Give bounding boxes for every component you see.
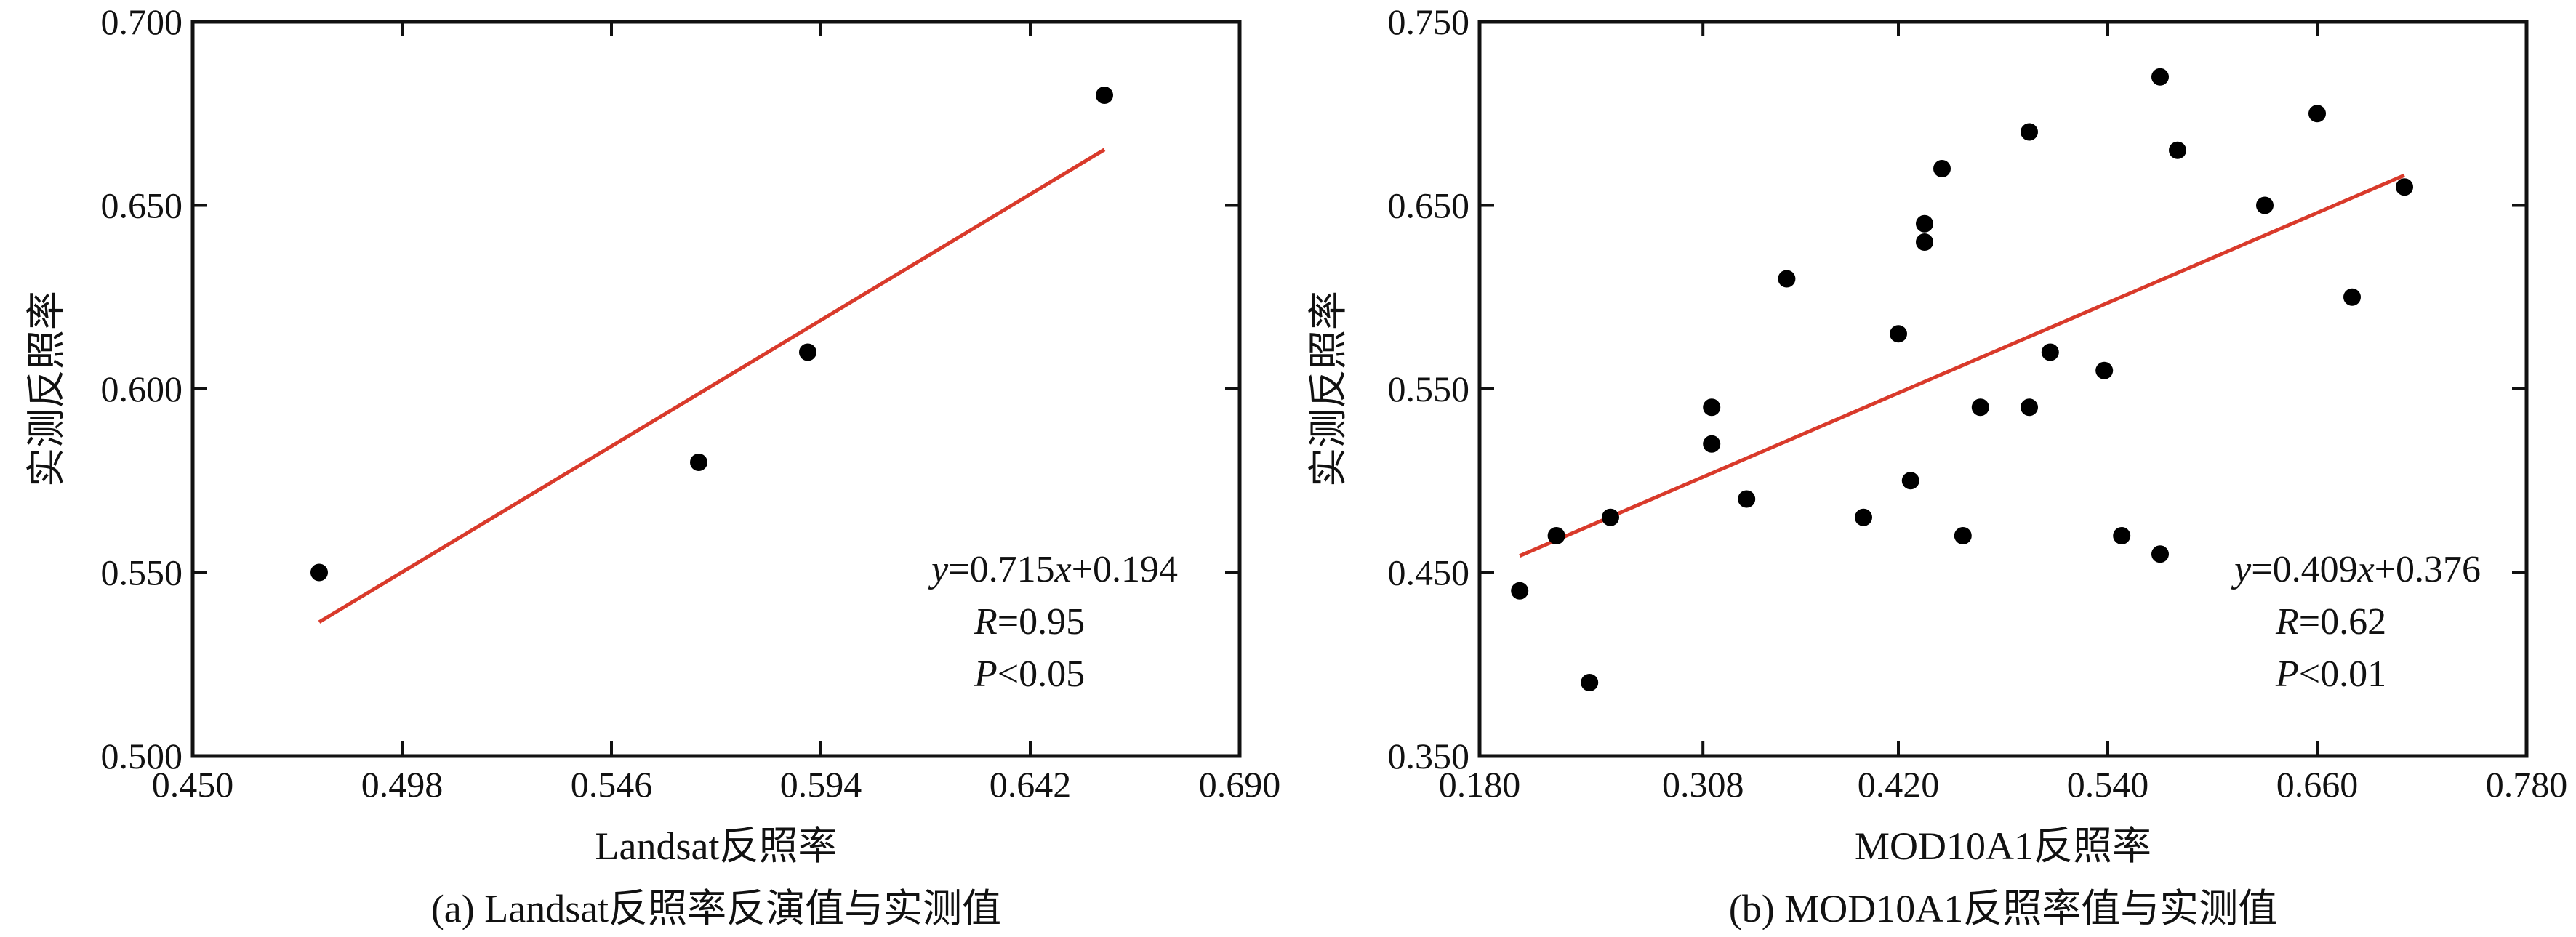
panel-b-y-tick-label-1: 0.450 xyxy=(1388,552,1470,593)
panel-b-data-point-13 xyxy=(1933,160,1951,177)
panel-b-data-point-15 xyxy=(1971,398,1989,417)
panel-a-data-point-2 xyxy=(799,343,816,361)
panel-a-x-tick-label-1: 0.498 xyxy=(361,764,444,805)
panel-b-x-tick-label-4: 0.660 xyxy=(2276,764,2359,805)
panel-b-x-tick-label-5: 0.780 xyxy=(2486,764,2568,805)
panel-b-data-point-18 xyxy=(2041,343,2059,361)
panel-b-data-point-27 xyxy=(2396,178,2413,196)
panel-b-data-point-8 xyxy=(1855,508,1872,526)
panel-a-y-tick-label-1: 0.550 xyxy=(101,552,183,593)
panel-b-eq-tail: +0.376 xyxy=(2375,549,2481,590)
panel-b-x-tick-label-0: 0.180 xyxy=(1439,764,1521,805)
panel-b-r-symbol: R xyxy=(2275,601,2299,643)
panel-a-p-value: P<0.05 xyxy=(974,654,1085,695)
panel-b-scatter: 0.350 0.450 0.550 0.650 0.750 0.180 0.308 0.42… xyxy=(1307,1,2567,930)
panel-b-data-point-11 xyxy=(1916,214,1933,233)
panel-b-data-point-2 xyxy=(1581,674,1599,691)
panel-a-points xyxy=(310,87,1113,582)
panel-b-data-point-7 xyxy=(1778,270,1796,288)
panel-a-data-point-3 xyxy=(1096,87,1113,104)
panel-b-x-ticks: 0.180 0.308 0.420 0.540 0.660 0.780 xyxy=(1439,22,2568,805)
panel-b-data-point-0 xyxy=(1511,582,1529,600)
panel-a-r-value: R=0.95 xyxy=(974,601,1085,643)
panel-b-y-tick-label-4: 0.750 xyxy=(1388,1,1470,42)
panel-b-r-number: =0.62 xyxy=(2299,601,2386,643)
panel-a-p-number: <0.05 xyxy=(998,654,1085,695)
panel-a-eq-x: x xyxy=(1054,549,1072,590)
panel-a-x-tick-label-5: 0.690 xyxy=(1199,764,1281,805)
panel-b-regression-line xyxy=(1519,173,2405,558)
panel-b-eq-y: y xyxy=(2231,549,2252,590)
panel-b-eq-mid: =0.409 xyxy=(2251,549,2357,590)
panel-b-y-tick-label-2: 0.550 xyxy=(1388,369,1470,409)
panel-b-data-point-17 xyxy=(2021,398,2038,417)
panel-a-regression-line xyxy=(318,148,1106,624)
panel-b-equation: y=0.409x+0.376 xyxy=(2231,549,2481,590)
panel-a-equation: y=0.715x+0.194 xyxy=(928,549,1178,590)
panel-b-p-symbol: P xyxy=(2275,654,2299,695)
panel-b-data-point-19 xyxy=(2095,361,2114,379)
panel-a-plot-frame xyxy=(190,20,1242,758)
panel-b-data-point-1 xyxy=(1547,527,1565,544)
panel-b-y-axis-title: 实测反照率 xyxy=(1307,291,1350,487)
panel-b-data-point-16 xyxy=(2021,123,2038,141)
panel-b-caption: (b) MOD10A1反照率值与实测值 xyxy=(1729,887,2277,930)
panel-b-p-value: P<0.01 xyxy=(2275,654,2386,695)
panel-a-caption: (a) Landsat反照率反演值与实测值 xyxy=(431,887,1001,930)
panel-b-data-point-6 xyxy=(1738,490,1756,508)
panel-b-points xyxy=(1511,68,2413,691)
panel-b-data-point-23 xyxy=(2169,141,2186,159)
panel-a-x-ticks: 0.450 0.498 0.546 0.594 0.642 0.690 xyxy=(152,22,1281,805)
panel-a-eq-tail: +0.194 xyxy=(1072,549,1178,590)
panel-b-eq-x: x xyxy=(2357,549,2375,590)
panel-b-data-point-4 xyxy=(1703,398,1721,417)
panel-a-data-point-0 xyxy=(310,563,328,582)
panel-b-y-tick-label-0: 0.350 xyxy=(1388,736,1470,776)
panel-b-data-point-22 xyxy=(2151,545,2169,563)
panel-b-data-point-20 xyxy=(2113,527,2131,544)
panel-a-y-tick-label-2: 0.600 xyxy=(101,369,183,409)
panel-a-eq-y: y xyxy=(928,549,949,590)
panel-a-y-tick-label-0: 0.500 xyxy=(101,736,183,776)
panel-b-data-point-12 xyxy=(1916,233,1933,251)
panel-a-y-tick-label-3: 0.650 xyxy=(101,185,183,226)
panel-a-scatter: 0.500 0.550 0.600 0.650 0.700 0.450 0.498 0.54… xyxy=(25,1,1280,930)
panel-a-x-tick-label-3: 0.594 xyxy=(780,764,862,805)
panel-b-data-point-5 xyxy=(1703,435,1721,453)
panel-a-x-tick-label-2: 0.546 xyxy=(571,764,653,805)
panel-b-p-number: <0.01 xyxy=(2299,654,2386,695)
panel-b-data-point-3 xyxy=(1602,508,1619,526)
panel-b-r-value: R=0.62 xyxy=(2275,601,2386,643)
panel-a-x-tick-label-4: 0.642 xyxy=(990,764,1072,805)
panel-a-data-point-1 xyxy=(690,454,707,471)
panel-a-r-number: =0.95 xyxy=(998,601,1085,643)
panel-b-data-point-9 xyxy=(1890,325,1907,343)
panel-a-x-axis-title: Landsat反照率 xyxy=(595,824,838,868)
panel-b-data-point-21 xyxy=(2151,68,2169,86)
panel-a-eq-mid: =0.715 xyxy=(948,549,1054,590)
panel-b-data-point-14 xyxy=(1954,527,1972,544)
panel-b-x-tick-label-1: 0.308 xyxy=(1662,764,1744,805)
panel-b-x-axis-title: MOD10A1反照率 xyxy=(1855,824,2151,868)
panel-b-plot-frame xyxy=(1477,20,2529,758)
panel-b-data-point-10 xyxy=(1901,472,1919,490)
panel-a-y-tick-label-4: 0.700 xyxy=(101,1,183,42)
panel-b-x-tick-label-2: 0.420 xyxy=(1858,764,1940,805)
panel-b-x-tick-label-3: 0.540 xyxy=(2067,764,2149,805)
panel-a-r-symbol: R xyxy=(974,601,998,643)
panel-b-data-point-25 xyxy=(2308,105,2326,123)
panel-a-y-axis-title: 实测反照率 xyxy=(25,291,68,487)
panel-b-y-tick-label-3: 0.650 xyxy=(1388,185,1470,226)
panel-b-y-ticks: 0.350 0.450 0.550 0.650 0.750 xyxy=(1388,1,2527,776)
panel-a-y-ticks: 0.500 0.550 0.600 0.650 0.700 xyxy=(101,1,1240,776)
panel-a-x-tick-label-0: 0.450 xyxy=(152,764,234,805)
panel-b-data-point-24 xyxy=(2256,196,2274,214)
panel-b-data-point-26 xyxy=(2343,288,2361,306)
panel-a-p-symbol: P xyxy=(974,654,998,695)
